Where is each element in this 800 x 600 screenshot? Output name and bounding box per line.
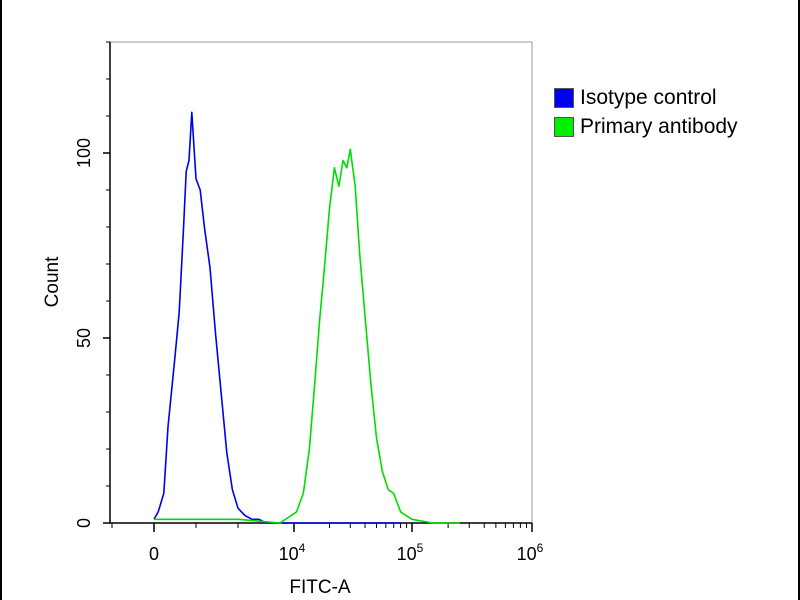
series-line-primary-antibody xyxy=(154,148,460,524)
legend-label: Isotype control xyxy=(580,85,717,109)
legend: Isotype control Primary antibody xyxy=(554,83,738,141)
legend-item-isotype-control: Isotype control xyxy=(554,83,738,112)
y-ticks: 0 50 100 xyxy=(74,41,110,528)
legend-item-primary-antibody: Primary antibody xyxy=(554,112,738,141)
legend-label: Primary antibody xyxy=(580,114,738,138)
x-ticks: 0 104 105 106 xyxy=(111,523,544,564)
series-layer xyxy=(153,111,460,524)
y-tick-label: 0 xyxy=(74,518,94,528)
x-tick-label: 0 xyxy=(149,544,159,564)
x-tick-label: 105 xyxy=(397,541,424,564)
y-tick-label: 100 xyxy=(74,138,94,168)
y-tick-label: 50 xyxy=(74,328,94,348)
legend-swatch-green xyxy=(554,116,574,137)
x-tick-label: 106 xyxy=(517,541,544,564)
x-axis-label: FITC-A xyxy=(289,577,351,598)
series-line-isotype-control xyxy=(153,111,401,524)
legend-swatch-blue xyxy=(554,87,574,108)
y-axis-label: Count xyxy=(42,256,63,307)
plot-area xyxy=(109,41,533,524)
x-tick-label: 104 xyxy=(279,541,306,564)
